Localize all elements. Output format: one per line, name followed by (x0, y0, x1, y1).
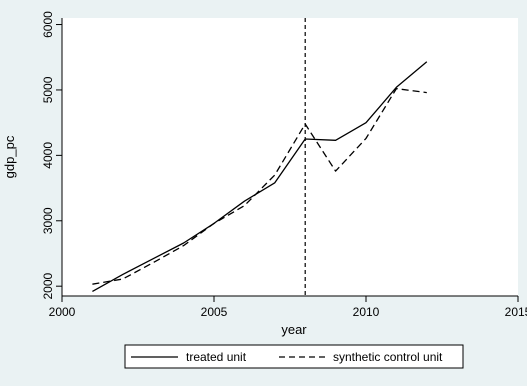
legend-label-treated-unit: treated unit (186, 350, 247, 364)
plot-layer (92, 18, 428, 296)
x-tick-label: 2000 (49, 305, 76, 319)
legend: treated unit synthetic control unit (124, 344, 464, 369)
y-tick-label: 2000 (41, 273, 55, 300)
y-axis-label: gdp_pc (2, 135, 17, 178)
y-tick-label: 4000 (41, 142, 55, 169)
x-tick-label: 2005 (201, 305, 228, 319)
y-tick-label: 5000 (41, 76, 55, 103)
legend-label-synthetic-control-unit: synthetic control unit (333, 350, 443, 364)
y-tick-label: 6000 (41, 11, 55, 38)
x-axis-label: year (281, 322, 307, 337)
x-tick-label: 2015 (505, 305, 527, 319)
y-tick-label: 3000 (41, 207, 55, 234)
series-line-treated-unit (92, 61, 428, 292)
x-ticks: 2000 2005 2010 2015 (49, 296, 527, 319)
plot-area (62, 18, 518, 296)
y-ticks: 2000 3000 4000 5000 6000 (41, 11, 62, 300)
series-line-synthetic-control-unit (92, 87, 427, 285)
x-tick-label: 2010 (353, 305, 380, 319)
